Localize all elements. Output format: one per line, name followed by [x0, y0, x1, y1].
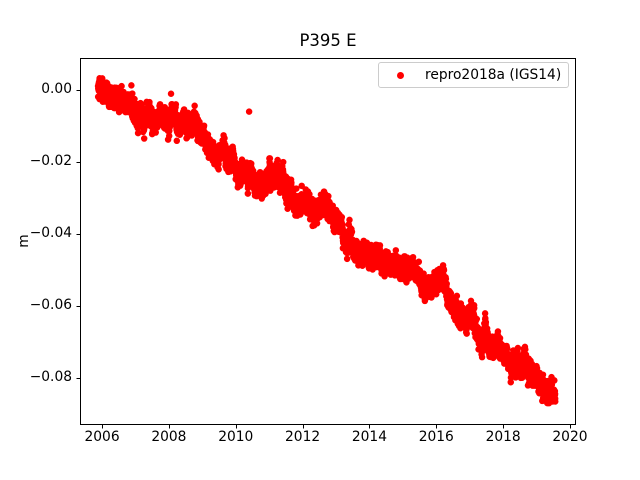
chart-title: P395 E	[299, 31, 357, 50]
x-tick-label-2010: 2010	[218, 429, 254, 445]
x-tick-label-2006: 2006	[84, 429, 120, 445]
y-tick-label-−0.08: −0.08	[29, 369, 72, 385]
x-tick-label-2014: 2014	[351, 429, 387, 445]
legend-marker-dot-icon	[396, 71, 404, 79]
x-tick-label-2018: 2018	[485, 429, 521, 445]
y-tick-label-−0.06: −0.06	[29, 297, 72, 314]
legend: repro2018a (IGS14)	[378, 62, 569, 88]
legend-label: repro2018a (IGS14)	[425, 67, 562, 83]
y-tick-label-−0.02: −0.02	[29, 153, 72, 170]
x-tick-label-2012: 2012	[285, 429, 321, 445]
x-tick-label-2008: 2008	[151, 429, 187, 445]
x-tick-label-2016: 2016	[418, 429, 454, 445]
legend-handle	[385, 71, 415, 79]
y-tick-label-−0.04: −0.04	[29, 225, 72, 242]
y-tick-label-0.00: 0.00	[41, 81, 72, 98]
x-tick-label-2020: 2020	[552, 429, 588, 445]
